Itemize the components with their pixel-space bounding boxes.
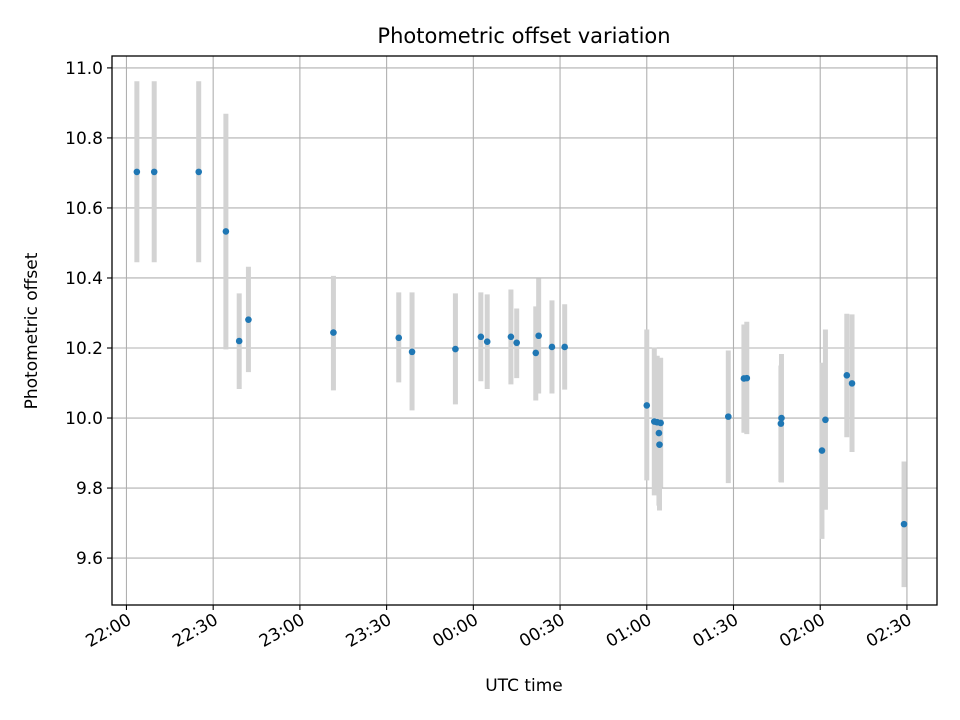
data-point — [822, 416, 829, 424]
y-tick-label: 10.0 — [65, 409, 103, 429]
data-point — [150, 168, 158, 176]
chart-title: Photometric offset variation — [377, 24, 670, 48]
data-point — [245, 316, 252, 323]
data-point — [535, 332, 542, 340]
y-tick-label: 10.2 — [65, 339, 103, 359]
data-point — [452, 345, 459, 353]
data-point — [848, 380, 856, 387]
data-point — [778, 414, 785, 422]
data-point — [900, 520, 908, 528]
data-point — [477, 333, 485, 341]
data-point — [408, 348, 416, 356]
y-tick-label: 10.8 — [65, 129, 103, 149]
data-point — [724, 413, 732, 420]
data-point — [656, 441, 663, 448]
plot-frame — [111, 55, 938, 606]
data-point — [843, 372, 851, 379]
data-point — [657, 419, 664, 427]
data-point — [655, 429, 663, 437]
data-point — [532, 349, 540, 357]
data-point — [548, 343, 556, 351]
data-point — [330, 329, 337, 336]
data-point — [818, 447, 826, 454]
y-tick-label: 10.6 — [65, 199, 103, 219]
y-axis: 9.6 9.8 10.0 10.2 10.4 10.6 10.8 11.0 — [65, 59, 112, 569]
data-point — [561, 343, 568, 351]
y-tick-label: 9.8 — [76, 479, 103, 499]
data-point — [777, 420, 785, 427]
y-tick-label: 9.6 — [76, 549, 103, 569]
data-point — [513, 339, 520, 347]
data-point — [395, 334, 403, 342]
data-point — [133, 168, 141, 176]
y-tick-label: 11.0 — [65, 59, 103, 79]
data-point — [743, 374, 751, 382]
data-points — [133, 168, 908, 528]
y-tick-label: 10.4 — [65, 269, 103, 289]
x-axis-label: UTC time — [485, 676, 563, 696]
data-point — [643, 402, 651, 409]
data-point — [235, 337, 243, 345]
data-point — [507, 333, 515, 341]
y-axis-label: Photometric offset — [22, 252, 42, 409]
data-point — [222, 228, 230, 235]
data-point — [483, 338, 491, 346]
data-point — [195, 168, 203, 176]
